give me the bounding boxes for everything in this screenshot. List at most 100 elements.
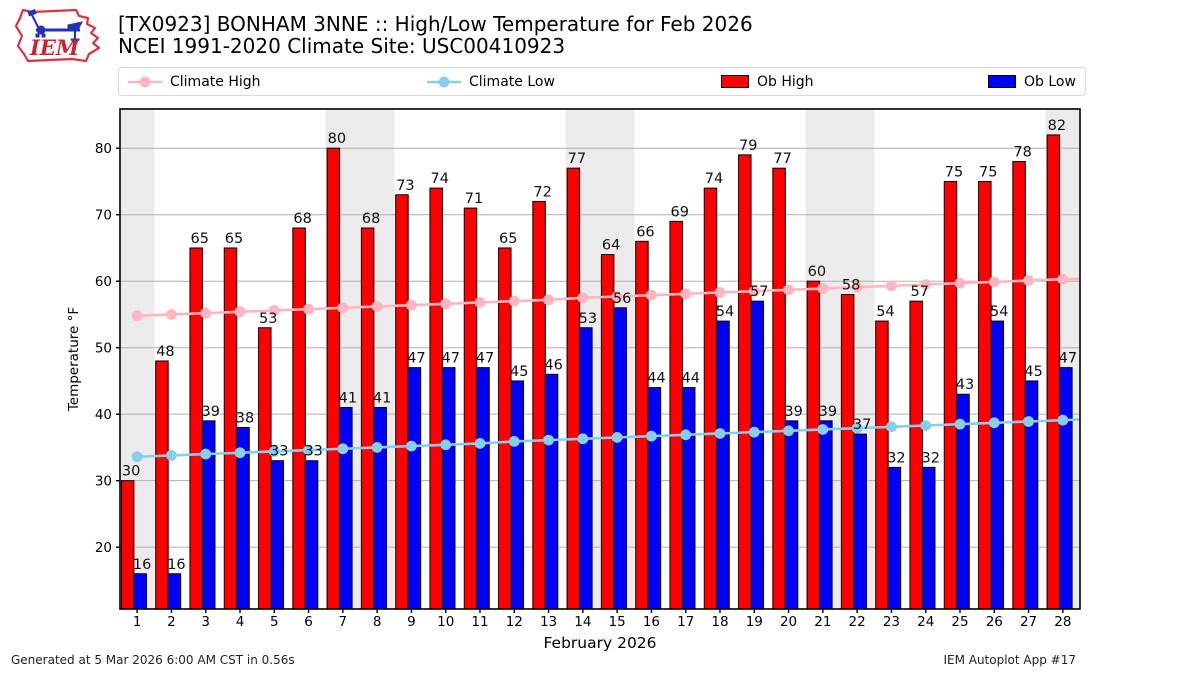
climate-low-dot bbox=[337, 443, 349, 455]
ob-high-label: 73 bbox=[396, 178, 414, 194]
y-tick-label: 40 bbox=[95, 407, 112, 423]
ob-high-bar bbox=[395, 194, 409, 610]
climate-high-dot bbox=[886, 280, 897, 292]
x-tick-label: 20 bbox=[780, 614, 797, 630]
ob-high-bar bbox=[189, 247, 203, 610]
ob-low-label: 47 bbox=[476, 351, 494, 367]
climate-low-dot bbox=[371, 442, 383, 453]
x-tick-label: 4 bbox=[236, 614, 245, 630]
legend-item-ob-low: Ob Low bbox=[988, 68, 1076, 95]
footer-app-text: IEM Autoplot App #17 bbox=[943, 653, 1076, 667]
x-tick-label: 22 bbox=[849, 614, 866, 630]
climate-high-dot bbox=[1023, 275, 1034, 286]
climate-high-dot bbox=[577, 292, 589, 304]
ob-high-label: 79 bbox=[739, 138, 757, 154]
ob-low-bar bbox=[167, 573, 182, 610]
x-tick-label: 11 bbox=[471, 614, 488, 630]
ob-low-bar bbox=[339, 407, 353, 610]
climate-high-dot bbox=[851, 281, 863, 293]
ob-high-bar bbox=[772, 167, 786, 610]
ob-low-bar bbox=[476, 367, 490, 610]
ob-low-label: 54 bbox=[990, 304, 1008, 320]
ob-high-label: 77 bbox=[773, 151, 791, 167]
climate-low-dot bbox=[166, 450, 177, 461]
ob-high-bar bbox=[463, 207, 478, 610]
x-tick-label: 21 bbox=[814, 614, 831, 630]
ob-low-label: 44 bbox=[681, 371, 699, 387]
climate-low-dot bbox=[817, 424, 829, 435]
legend-label: Climate High bbox=[170, 73, 261, 90]
climate-low-dot bbox=[406, 440, 417, 452]
climate-high-dot bbox=[337, 302, 349, 314]
ob-low-bar bbox=[1024, 380, 1039, 610]
climate-low-dot bbox=[646, 430, 657, 442]
x-tick-label: 23 bbox=[883, 614, 900, 630]
ob-low-label: 46 bbox=[544, 357, 562, 373]
ob-high-label: 78 bbox=[1013, 145, 1031, 161]
climate-low-line-swatch-icon bbox=[427, 76, 461, 87]
ob-low-bar bbox=[441, 367, 456, 610]
ob-high-label: 75 bbox=[945, 164, 963, 180]
x-tick-label: 16 bbox=[643, 614, 660, 630]
x-tick-label: 10 bbox=[437, 614, 454, 630]
y-tick-label: 60 bbox=[95, 274, 112, 290]
ob-low-label: 54 bbox=[716, 304, 734, 320]
ob-high-bar bbox=[600, 254, 615, 610]
ob-high-label: 57 bbox=[910, 284, 928, 300]
climate-low-dot bbox=[886, 421, 897, 433]
ob-low-bar bbox=[819, 420, 833, 610]
ob-low-bar bbox=[990, 320, 1005, 610]
x-tick-label: 28 bbox=[1054, 614, 1071, 630]
ob-low-label: 44 bbox=[647, 371, 665, 387]
ob-high-label: 58 bbox=[842, 278, 860, 294]
climate-low-dot bbox=[988, 417, 1000, 429]
ob-low-label: 43 bbox=[956, 377, 974, 393]
ob-low-bar bbox=[270, 460, 285, 610]
ob-high-label: 75 bbox=[979, 164, 997, 180]
ob-high-label: 60 bbox=[808, 264, 826, 280]
ob-low-label: 47 bbox=[441, 351, 459, 367]
ob-low-patch-swatch-icon bbox=[988, 75, 1016, 88]
climate-low-dot bbox=[748, 426, 760, 438]
climate-low-dot bbox=[851, 422, 863, 434]
ob-high-label: 53 bbox=[259, 311, 277, 327]
ob-high-bar bbox=[669, 220, 683, 610]
ob-high-label: 68 bbox=[293, 211, 311, 227]
ob-high-label: 65 bbox=[499, 231, 517, 247]
y-axis-label: Temperature °F bbox=[66, 307, 82, 412]
ob-low-label: 53 bbox=[579, 311, 597, 327]
ob-low-bar bbox=[681, 387, 696, 610]
climate-high-line-swatch-icon bbox=[128, 76, 162, 87]
climate-high-dot bbox=[954, 277, 966, 289]
climate-low-dot bbox=[131, 451, 143, 463]
climate-low-dot bbox=[234, 447, 246, 459]
ob-high-bar bbox=[532, 200, 546, 610]
ob-high-label: 82 bbox=[1048, 118, 1066, 134]
ob-high-label: 71 bbox=[465, 191, 483, 207]
ob-high-bar bbox=[806, 280, 821, 610]
ob-high-label: 65 bbox=[190, 231, 208, 247]
climate-high-dot bbox=[200, 307, 212, 319]
ob-high-label: 66 bbox=[636, 224, 654, 240]
ob-high-patch-swatch-icon bbox=[721, 75, 749, 88]
x-tick-label: 2 bbox=[167, 614, 176, 630]
x-tick-label: 8 bbox=[373, 614, 382, 630]
x-tick-label: 9 bbox=[407, 614, 416, 630]
climate-low-dot bbox=[1057, 414, 1069, 426]
legend-item-ob-high: Ob High bbox=[721, 68, 814, 95]
climate-low-dot bbox=[920, 420, 932, 431]
climate-high-dot bbox=[440, 298, 452, 310]
ob-low-label: 32 bbox=[887, 450, 905, 466]
weather-vane-icon bbox=[27, 8, 83, 48]
y-tick-label: 30 bbox=[95, 473, 112, 489]
y-tick-label: 80 bbox=[95, 141, 112, 157]
legend-label: Climate Low bbox=[469, 73, 555, 90]
ob-low-label: 37 bbox=[853, 417, 871, 433]
iem-logo-svg: IEM bbox=[14, 8, 101, 63]
ob-high-bar bbox=[120, 480, 135, 610]
legend-label: Ob Low bbox=[1024, 73, 1076, 90]
climate-high-dot bbox=[131, 310, 143, 322]
ob-low-bar bbox=[647, 387, 662, 610]
ob-low-bar bbox=[1059, 367, 1073, 610]
climate-low-dot bbox=[508, 436, 520, 447]
